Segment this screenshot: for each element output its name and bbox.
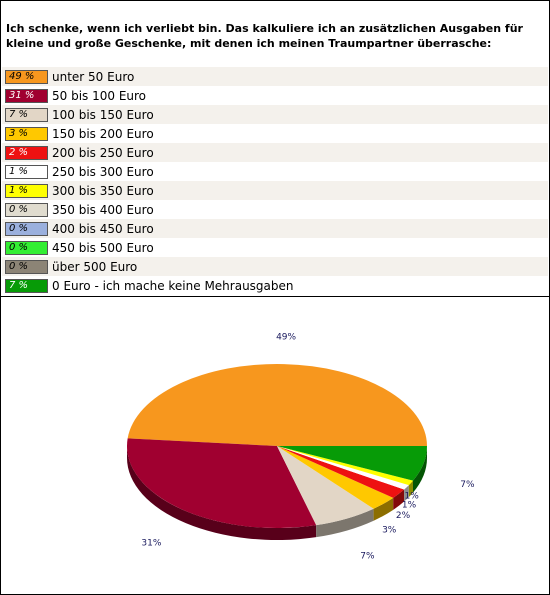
pie-slice-label: 1%	[405, 492, 420, 502]
legend-label: über 500 Euro	[52, 259, 138, 274]
pie-slice-side	[393, 489, 405, 510]
pie-slice-label: 31%	[141, 539, 161, 549]
pie-slice-label: 1%	[402, 500, 417, 510]
legend-swatch: 1 %	[5, 183, 48, 198]
legend-row: 2 % 200 bis 250 Euro	[2, 143, 548, 162]
legend-row: 0 % 350 bis 400 Euro	[2, 200, 548, 219]
legend-label: 300 bis 350 Euro	[52, 183, 154, 198]
pie-slice	[277, 446, 374, 526]
legend-swatch: 31 %	[5, 88, 48, 103]
pie-slice	[127, 438, 317, 528]
legend-row: 31 % 50 bis 100 Euro	[2, 86, 548, 105]
legend-row: 3 % 150 bis 200 Euro	[2, 124, 548, 143]
legend-label: 250 bis 300 Euro	[52, 164, 154, 179]
pie-slice-label: 49%	[276, 333, 296, 343]
legend-row: 7 % 0 Euro - ich mache keine Mehrausgaben	[2, 276, 548, 295]
legend-row: 0 % 400 bis 450 Euro	[2, 219, 548, 238]
legend-row: 0 % über 500 Euro	[2, 257, 548, 276]
pie-sides	[127, 446, 428, 540]
legend-swatch: 7 %	[5, 278, 48, 293]
legend-label: unter 50 Euro	[52, 69, 135, 84]
legend-label: 450 bis 500 Euro	[52, 240, 154, 255]
pie-slice-label: 7%	[360, 551, 375, 561]
pie-slice	[277, 446, 409, 490]
legend-swatch: 0 %	[5, 221, 48, 236]
legend-label: 50 bis 100 Euro	[52, 88, 147, 103]
legend-swatch: 1 %	[5, 164, 48, 179]
legend-swatch: 0 %	[5, 240, 48, 255]
legend-label: 150 bis 200 Euro	[52, 126, 154, 141]
pie-slice-label: 7%	[460, 480, 475, 490]
pie-tops	[127, 363, 428, 528]
legend-row: 1 % 250 bis 300 Euro	[2, 162, 548, 181]
pie-slice	[277, 446, 414, 486]
legend-row: 1 % 300 bis 350 Euro	[2, 181, 548, 200]
pie-slice	[277, 446, 428, 481]
legend-label: 350 bis 400 Euro	[52, 202, 154, 217]
pie-slice-side	[413, 446, 428, 493]
legend-label: 200 bis 250 Euro	[52, 145, 154, 160]
pie-slice-side	[127, 446, 317, 540]
legend-row: 7 % 100 bis 150 Euro	[2, 105, 548, 124]
legend-swatch: 3 %	[5, 126, 48, 141]
pie-slice-label: 3%	[382, 525, 397, 535]
legend-row: 49 % unter 50 Euro	[2, 67, 548, 86]
pie-labels: 49%31%7%3%2%1%1%7%	[141, 333, 475, 562]
pie-slice-side	[404, 485, 409, 502]
legend-swatch: 2 %	[5, 145, 48, 160]
pie-slice-side	[316, 508, 374, 538]
legend-row: 0 % 450 bis 500 Euro	[2, 238, 548, 257]
pie-slice-label: 2%	[396, 511, 411, 521]
legend-label: 400 bis 450 Euro	[52, 221, 154, 236]
legend: 49 % unter 50 Euro 31 % 50 bis 100 Euro 7 % 1…	[2, 67, 548, 295]
legend-swatch: 49 %	[5, 69, 48, 84]
legend-swatch: 0 %	[5, 202, 48, 217]
poll-question: Ich schenke, wenn ich verliebt bin. Das …	[6, 22, 523, 50]
pie-slice	[277, 446, 394, 509]
divider	[1, 296, 549, 297]
pie-slice	[277, 446, 405, 498]
pie-slice-side	[373, 497, 394, 521]
legend-swatch: 0 %	[5, 259, 48, 274]
pie-slice-side	[408, 480, 414, 498]
pie-chart: 49%31%7%3%2%1%1%7%	[127, 333, 475, 562]
legend-label: 100 bis 150 Euro	[52, 107, 154, 122]
legend-swatch: 7 %	[5, 107, 48, 122]
pie-slice	[127, 363, 428, 446]
legend-label: 0 Euro - ich mache keine Mehrausgaben	[52, 278, 294, 293]
